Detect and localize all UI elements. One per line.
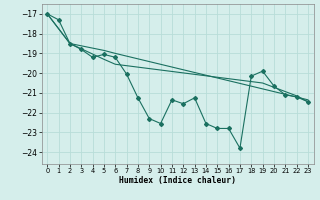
X-axis label: Humidex (Indice chaleur): Humidex (Indice chaleur) bbox=[119, 176, 236, 185]
